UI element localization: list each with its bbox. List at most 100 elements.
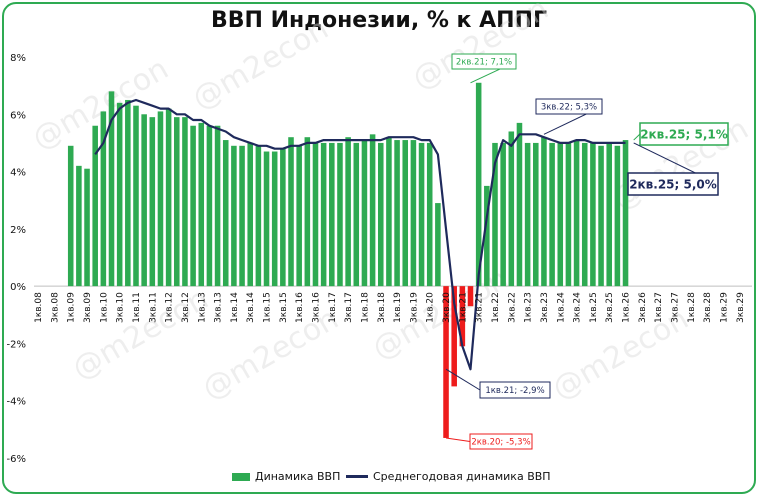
x-tick-label: 3кв.12 — [181, 292, 191, 323]
x-tick-label: 3кв.20 — [442, 292, 452, 323]
x-tick-label: 3кв.11 — [148, 292, 158, 323]
bar — [214, 125, 221, 287]
bar — [402, 140, 409, 287]
watermark: @m2econ — [407, 0, 555, 97]
callout-label: 2кв.25; 5,1% — [640, 127, 728, 141]
bar — [565, 142, 572, 287]
x-tick-label: 1кв.23 — [524, 292, 534, 323]
x-tick-label: 1кв.27 — [654, 292, 664, 323]
y-tick-label: 6% — [10, 110, 26, 121]
x-tick-label: 1кв.19 — [393, 292, 403, 323]
bar — [590, 142, 596, 287]
bar — [312, 142, 319, 287]
bar — [524, 142, 531, 287]
x-tick-label: 3кв.09 — [83, 292, 93, 323]
x-tick-label: 3кв.19 — [409, 292, 419, 323]
bar — [263, 151, 270, 287]
x-tick-label: 3кв.08 — [50, 292, 60, 323]
callout-leader — [445, 437, 471, 442]
bar — [492, 142, 498, 287]
bar — [435, 203, 441, 287]
bar — [622, 140, 629, 287]
bar — [459, 286, 466, 347]
bar — [206, 125, 213, 287]
x-tick-label: 3кв.28 — [703, 292, 713, 323]
bar — [92, 125, 98, 287]
bar — [239, 145, 245, 287]
bar — [614, 145, 621, 287]
bar — [541, 137, 547, 287]
x-tick-label: 1кв.18 — [360, 292, 370, 323]
x-tick-label: 1кв.14 — [230, 292, 240, 323]
bar — [271, 151, 278, 287]
bar — [247, 142, 253, 287]
bar — [198, 122, 205, 287]
x-tick-label: 3кв.24 — [573, 292, 583, 323]
bar — [337, 142, 343, 287]
x-tick-label: 1кв.11 — [132, 292, 142, 323]
bar — [443, 286, 449, 438]
x-tick-label: 3кв.22 — [507, 292, 517, 323]
bar — [280, 148, 286, 287]
callout-box — [451, 53, 517, 70]
legend-line-swatch — [346, 475, 368, 478]
y-tick-label: -6% — [7, 454, 26, 465]
bar — [108, 91, 115, 287]
watermark: @m2econ — [187, 11, 335, 117]
x-tick-label: 3кв.10 — [116, 292, 126, 323]
bar — [581, 142, 588, 287]
x-tick-label: 1кв.17 — [328, 292, 338, 323]
bar — [288, 137, 294, 287]
bar — [606, 142, 612, 287]
x-tick-label: 1кв.15 — [263, 292, 273, 323]
bar — [500, 142, 506, 287]
y-tick-label: 8% — [10, 53, 26, 64]
bar — [174, 117, 180, 287]
bar — [557, 142, 564, 287]
y-tick-label: 4% — [10, 168, 26, 179]
bar — [573, 140, 580, 287]
x-tick-label: 1кв.21 — [458, 292, 468, 323]
callout-box — [535, 98, 603, 115]
x-tick-label: 3кв.16 — [311, 292, 321, 323]
bar — [377, 142, 384, 287]
bar — [345, 137, 351, 287]
x-tick-label: 1кв.20 — [426, 292, 436, 323]
bar — [451, 286, 457, 387]
y-tick-label: -2% — [7, 339, 26, 350]
x-tick-label: 1кв.16 — [295, 292, 305, 323]
chart-title: ВВП Индонезии, % к АППГ — [210, 8, 547, 33]
bar — [516, 122, 523, 287]
x-tick-label: 3кв.14 — [246, 292, 256, 323]
y-tick-label: 2% — [10, 225, 26, 236]
x-tick-label: 3кв.21 — [475, 292, 485, 323]
series-line — [94, 98, 626, 371]
bar — [149, 117, 156, 287]
x-tick-label: 1кв.10 — [99, 292, 109, 323]
callout-box — [469, 433, 533, 450]
x-tick-label: 3кв.27 — [670, 292, 680, 323]
x-tick-label: 1кв.08 — [34, 292, 44, 323]
bar — [329, 142, 335, 287]
bar — [320, 142, 327, 287]
bar — [67, 145, 74, 287]
bar — [533, 142, 539, 287]
x-tick-label: 3кв.25 — [605, 292, 615, 323]
bar — [304, 137, 311, 287]
bar — [467, 286, 474, 307]
bar — [394, 140, 400, 287]
x-tick-label: 3кв.13 — [214, 292, 224, 323]
bar — [598, 145, 604, 287]
x-tick-label: 1кв.25 — [589, 292, 599, 323]
legend-bar-label: Динамика ВВП — [255, 470, 341, 483]
bar — [475, 82, 482, 287]
bar — [426, 142, 433, 287]
bar — [190, 125, 196, 287]
legend-line-label: Среднегодовая динамика ВВП — [373, 470, 551, 483]
bar — [100, 111, 107, 287]
callout-leader — [445, 368, 481, 391]
y-tick-label: 0% — [10, 282, 26, 293]
bar — [410, 140, 417, 287]
callout-label: 2кв.21; 7,1% — [456, 58, 512, 68]
